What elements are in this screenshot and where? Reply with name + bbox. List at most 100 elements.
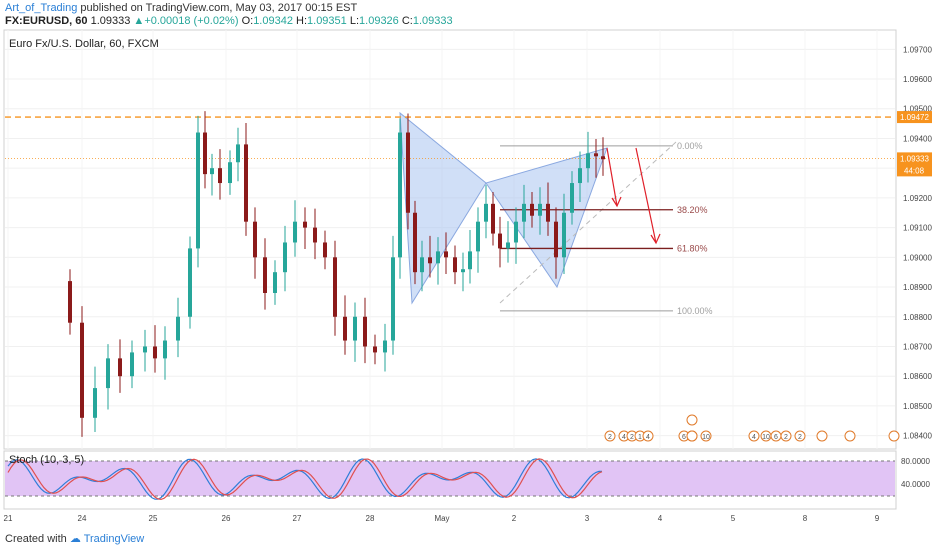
economic-event-icon[interactable] — [748, 430, 760, 442]
fib-label: 0.00% — [677, 141, 703, 151]
y-tick-label: 1.09700 — [903, 45, 932, 54]
candle-body — [570, 183, 574, 213]
trend-diagonal — [499, 141, 677, 304]
candle-body — [436, 251, 440, 264]
candle-body — [413, 212, 417, 273]
low-label: L: — [349, 15, 360, 27]
high-value: 1.09351 — [307, 15, 347, 27]
x-tick-label: 5 — [731, 514, 736, 523]
economic-event-count: 4 — [752, 434, 756, 441]
candle-body — [176, 316, 180, 341]
open-value: 1.09342 — [253, 15, 293, 27]
x-tick-label: 24 — [78, 514, 87, 523]
low-value: 1.09326 — [359, 15, 399, 27]
fib-label: 100.00% — [677, 306, 713, 316]
candle-body — [196, 132, 200, 249]
economic-event-icon[interactable] — [816, 430, 828, 442]
economic-event-count: 2 — [608, 434, 612, 441]
candle-body — [546, 203, 550, 222]
economic-event-icon[interactable] — [604, 430, 616, 442]
x-tick-label: May — [434, 514, 449, 523]
economic-event-count: 1 — [638, 434, 642, 441]
economic-event-icon[interactable] — [700, 430, 712, 442]
x-tick-label: 4 — [658, 514, 663, 523]
created-with-text: Created with — [5, 533, 67, 545]
economic-event-count: 2 — [784, 434, 788, 441]
y-tick-label: 1.09400 — [903, 134, 932, 143]
economic-event-icon[interactable] — [794, 430, 806, 442]
candle-body — [283, 242, 287, 273]
candle-body — [68, 281, 72, 323]
y-tick-label: 1.08900 — [903, 283, 932, 292]
stoch-pane-frame — [3, 450, 897, 510]
candle-body — [153, 346, 157, 359]
y-tick-label: 1.08800 — [903, 313, 932, 322]
economic-event-icon[interactable] — [686, 414, 698, 426]
candle-body — [554, 221, 558, 258]
economic-event-icon[interactable] — [888, 430, 900, 442]
y-tick-label: 1.09100 — [903, 224, 932, 233]
pattern-xab — [399, 111, 487, 305]
candle-body — [210, 168, 214, 175]
candle-body — [428, 257, 432, 264]
candle-body — [273, 272, 277, 293]
open-label: O: — [241, 15, 254, 27]
tradingview-logo-icon: ☁ — [69, 533, 81, 545]
main-pane-frame — [3, 29, 897, 450]
stoch-k-line — [7, 458, 602, 500]
candle-body — [293, 221, 297, 243]
candle-body — [188, 248, 192, 317]
economic-event-icon[interactable] — [642, 430, 654, 442]
candle-body — [163, 340, 167, 359]
y-tick-label: 1.08400 — [903, 432, 932, 441]
economic-event-count: 10 — [762, 434, 770, 441]
x-tick-label: 8 — [803, 514, 808, 523]
candle-body — [363, 316, 367, 347]
candle-body — [514, 221, 518, 243]
x-tick-label: 26 — [222, 514, 231, 523]
candle-body — [383, 340, 387, 353]
change-value: +0.00018 (+0.02%) — [144, 15, 239, 27]
candle-body — [601, 156, 605, 160]
stoch-lower-label: 40.0000 — [901, 480, 930, 489]
candle-body — [491, 203, 495, 234]
economic-event-icon[interactable] — [686, 430, 698, 442]
stoch-d-line — [7, 458, 603, 501]
economic-event-count: 2 — [630, 434, 634, 441]
candle-body — [484, 203, 488, 222]
candle-body — [476, 221, 480, 252]
y-tick-label: 1.08500 — [903, 402, 932, 411]
chart-title: Euro Fx/U.S. Dollar, 60, FXCM — [9, 38, 159, 50]
publish-header: Art_of_Trading published on TradingView.… — [5, 2, 357, 14]
published-text: published on TradingView.com, May 03, 20… — [77, 2, 358, 14]
candle-body — [130, 352, 134, 377]
candle-body — [498, 233, 502, 249]
y-tick-label: 1.09600 — [903, 75, 932, 84]
author-link[interactable]: Art_of_Trading — [5, 2, 78, 14]
candle-body — [303, 221, 307, 228]
tradingview-link[interactable]: TradingView — [83, 533, 145, 545]
candle-body — [236, 144, 240, 163]
high-label: H: — [296, 15, 308, 27]
up-arrow-icon: ▲ — [133, 15, 145, 27]
x-tick-label: 3 — [585, 514, 590, 523]
economic-event-count: 4 — [646, 434, 650, 441]
candle-body — [228, 162, 232, 184]
economic-event-icon[interactable] — [780, 430, 792, 442]
candle-body — [594, 153, 598, 157]
candle-body — [143, 346, 147, 353]
candle-body — [562, 212, 566, 258]
y-tick-label: 1.08600 — [903, 372, 932, 381]
candle-body — [373, 346, 377, 353]
candle-body — [343, 316, 347, 341]
arrow-line-2 — [635, 147, 657, 244]
stoch-title: Stoch (10, 3, 5) — [9, 454, 85, 466]
economic-event-count: 6 — [774, 434, 778, 441]
arrow-line-1 — [606, 147, 618, 207]
candle-body — [106, 358, 110, 389]
candle-body — [398, 132, 402, 258]
x-tick-label: 21 — [4, 514, 13, 523]
economic-event-icon[interactable] — [844, 430, 856, 442]
candle-body — [253, 221, 257, 258]
